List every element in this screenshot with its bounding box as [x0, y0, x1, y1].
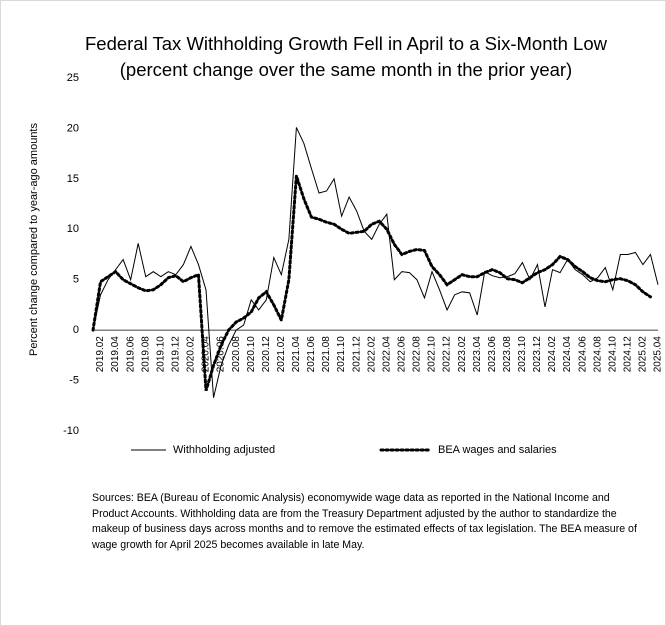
chart-title: Federal Tax Withholding Growth Fell in A… [84, 33, 607, 80]
x-tick-label: 2021.06 [306, 336, 317, 373]
x-tick-label: 2022.02 [366, 336, 377, 373]
x-tick-label: 2024.04 [562, 336, 573, 373]
y-tick-label: 25 [67, 72, 79, 84]
x-tick-label: 2019.02 [95, 336, 106, 373]
x-tick-label: 2019.10 [155, 336, 166, 373]
x-tick-label: 2019.04 [110, 336, 121, 373]
x-tick-label: 2022.06 [397, 336, 408, 373]
y-axis-label: Percent change compared to year-ago amou… [28, 123, 40, 356]
x-tick-label: 2024.02 [547, 336, 558, 373]
x-tick-label: 2023.10 [517, 336, 528, 373]
x-tick-label: 2019.08 [140, 336, 151, 373]
x-tick-label: 2022.04 [381, 336, 392, 373]
y-tick-label: 10 [67, 223, 79, 235]
x-tick-label: 2019.06 [125, 336, 136, 373]
x-tick-label: 2024.12 [623, 336, 634, 373]
x-tick-label: 2023.08 [502, 336, 513, 373]
x-tick-label: 2021.02 [276, 336, 287, 373]
legend-label: Withholding adjusted [173, 444, 275, 456]
x-tick-label: 2023.02 [457, 336, 468, 373]
series-line [92, 127, 659, 398]
legend-label: BEA wages and salaries [438, 444, 557, 456]
y-tick-label: -10 [63, 425, 79, 437]
y-tick-label: 15 [67, 173, 79, 185]
x-tick-label: 2023.06 [487, 336, 498, 373]
x-tick-label: 2022.12 [442, 336, 453, 373]
x-tick-label: 2023.04 [472, 336, 483, 373]
x-tick-label: 2022.08 [412, 336, 423, 373]
x-tick-label: 2025.04 [653, 336, 664, 373]
x-tick-label: 2021.10 [336, 336, 347, 373]
x-tick-label: 2021.12 [351, 336, 362, 373]
x-tick-label: 2020.10 [246, 336, 257, 373]
y-tick-label: 0 [73, 324, 79, 336]
x-tick-label: 2020.12 [261, 336, 272, 373]
y-tick-label: -5 [69, 374, 79, 386]
x-tick-label: 2024.10 [607, 336, 618, 373]
x-tick-label: 2021.08 [321, 336, 332, 373]
y-tick-label: 20 [67, 122, 79, 134]
x-tick-label: 2025.02 [638, 336, 649, 373]
x-tick-label: 2023.12 [532, 336, 543, 373]
source-note: Sources: BEA (Bureau of Economic Analysi… [92, 492, 637, 551]
x-tick-label: 2020.02 [186, 336, 197, 373]
y-tick-label: 5 [73, 274, 79, 286]
x-tick-label: 2024.06 [577, 336, 588, 373]
x-tick-label: 2019.12 [171, 336, 182, 373]
series-line [91, 175, 652, 392]
x-tick-label: 2020.08 [231, 336, 242, 373]
x-tick-label: 2020.06 [216, 336, 227, 373]
x-tick-label: 2020.04 [201, 336, 212, 373]
x-tick-label: 2021.04 [291, 336, 302, 373]
x-tick-label: 2024.08 [592, 336, 603, 373]
x-tick-label: 2022.10 [427, 336, 438, 373]
